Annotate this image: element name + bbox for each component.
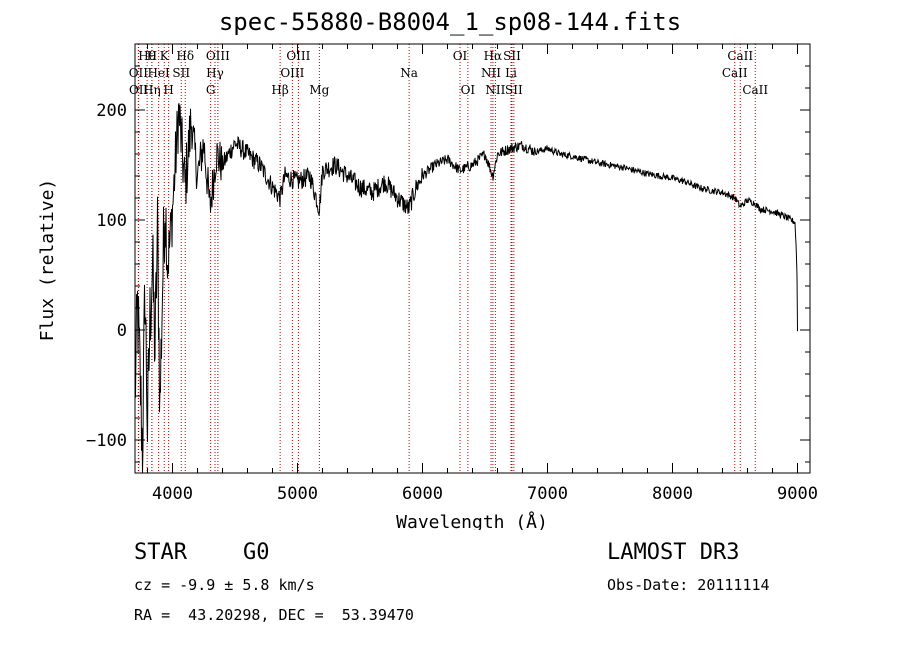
x-tick-label: 8000 bbox=[652, 484, 693, 504]
x-tick-label: 4000 bbox=[152, 484, 193, 504]
x-tick-label: 6000 bbox=[402, 484, 443, 504]
y-axis-label: Flux (relative) bbox=[37, 179, 58, 342]
line-marker-label: SII bbox=[503, 49, 521, 63]
line-marker-label: HeI bbox=[147, 66, 170, 80]
line-marker-label: H bbox=[163, 83, 173, 97]
line-marker-label: Na bbox=[400, 66, 418, 80]
line-marker-label: OII bbox=[129, 83, 149, 97]
line-marker-label: Hδ bbox=[176, 49, 194, 63]
chart-title: spec-55880-B8004_1_sp08-144.fits bbox=[218, 8, 682, 36]
y-tick-label: 200 bbox=[96, 101, 127, 121]
line-marker-label: Li bbox=[505, 66, 517, 80]
obs-date-label: Obs-Date: 20111114 bbox=[607, 576, 770, 594]
radec-label: RA = 43.20298, DEC = 53.39470 bbox=[134, 606, 414, 624]
line-marker-label: K bbox=[160, 49, 170, 63]
line-marker-label: CaII bbox=[727, 49, 753, 63]
line-marker-label: CaII bbox=[722, 66, 748, 80]
line-marker-label: SII bbox=[505, 83, 523, 97]
line-marker-label: OI bbox=[453, 49, 468, 63]
x-axis-label: Wavelength (Å) bbox=[396, 511, 548, 530]
line-marker-label: Hη bbox=[143, 83, 161, 97]
x-tick-label: 5000 bbox=[277, 484, 318, 504]
line-marker-label: OII bbox=[129, 66, 149, 80]
x-tick-label: 9000 bbox=[777, 484, 818, 504]
class-label: STAR bbox=[134, 540, 187, 565]
line-marker-label: Hβ bbox=[271, 83, 288, 97]
line-marker-label: NII bbox=[481, 66, 501, 80]
line-marker-label: NII bbox=[485, 83, 505, 97]
line-marker-label: OIII bbox=[206, 49, 230, 63]
x-tick-label: 7000 bbox=[527, 484, 568, 504]
cz-label: cz = -9.9 ± 5.8 km/s bbox=[134, 576, 315, 594]
line-marker-label: Hθ bbox=[138, 49, 156, 63]
y-tick-label: −100 bbox=[86, 431, 127, 451]
line-marker-label: Mg bbox=[309, 83, 329, 97]
line-marker-label: G bbox=[206, 83, 216, 97]
line-markers bbox=[137, 44, 756, 473]
line-marker-label: H bbox=[147, 49, 157, 63]
line-marker-label: CaII bbox=[742, 83, 768, 97]
plot-frame bbox=[134, 43, 811, 474]
spectrum-line bbox=[134, 103, 798, 474]
line-marker-label: SII bbox=[172, 66, 190, 80]
line-marker-label: OIII bbox=[286, 49, 310, 63]
ticks: 4000 5000 6000 7000 8000 9000 −100 0 100 200 bbox=[86, 43, 818, 504]
y-tick-label: 0 bbox=[117, 321, 127, 341]
axes bbox=[134, 43, 811, 474]
line-marker-label: Hα bbox=[484, 49, 503, 63]
line-marker-label: OI bbox=[461, 83, 476, 97]
line-marker-label: OIII bbox=[280, 66, 304, 80]
y-tick-label: 100 bbox=[96, 211, 127, 231]
survey-label: LAMOST DR3 bbox=[607, 540, 740, 565]
line-marker-label: Hγ bbox=[206, 66, 224, 80]
subclass-label: G0 bbox=[243, 540, 270, 565]
